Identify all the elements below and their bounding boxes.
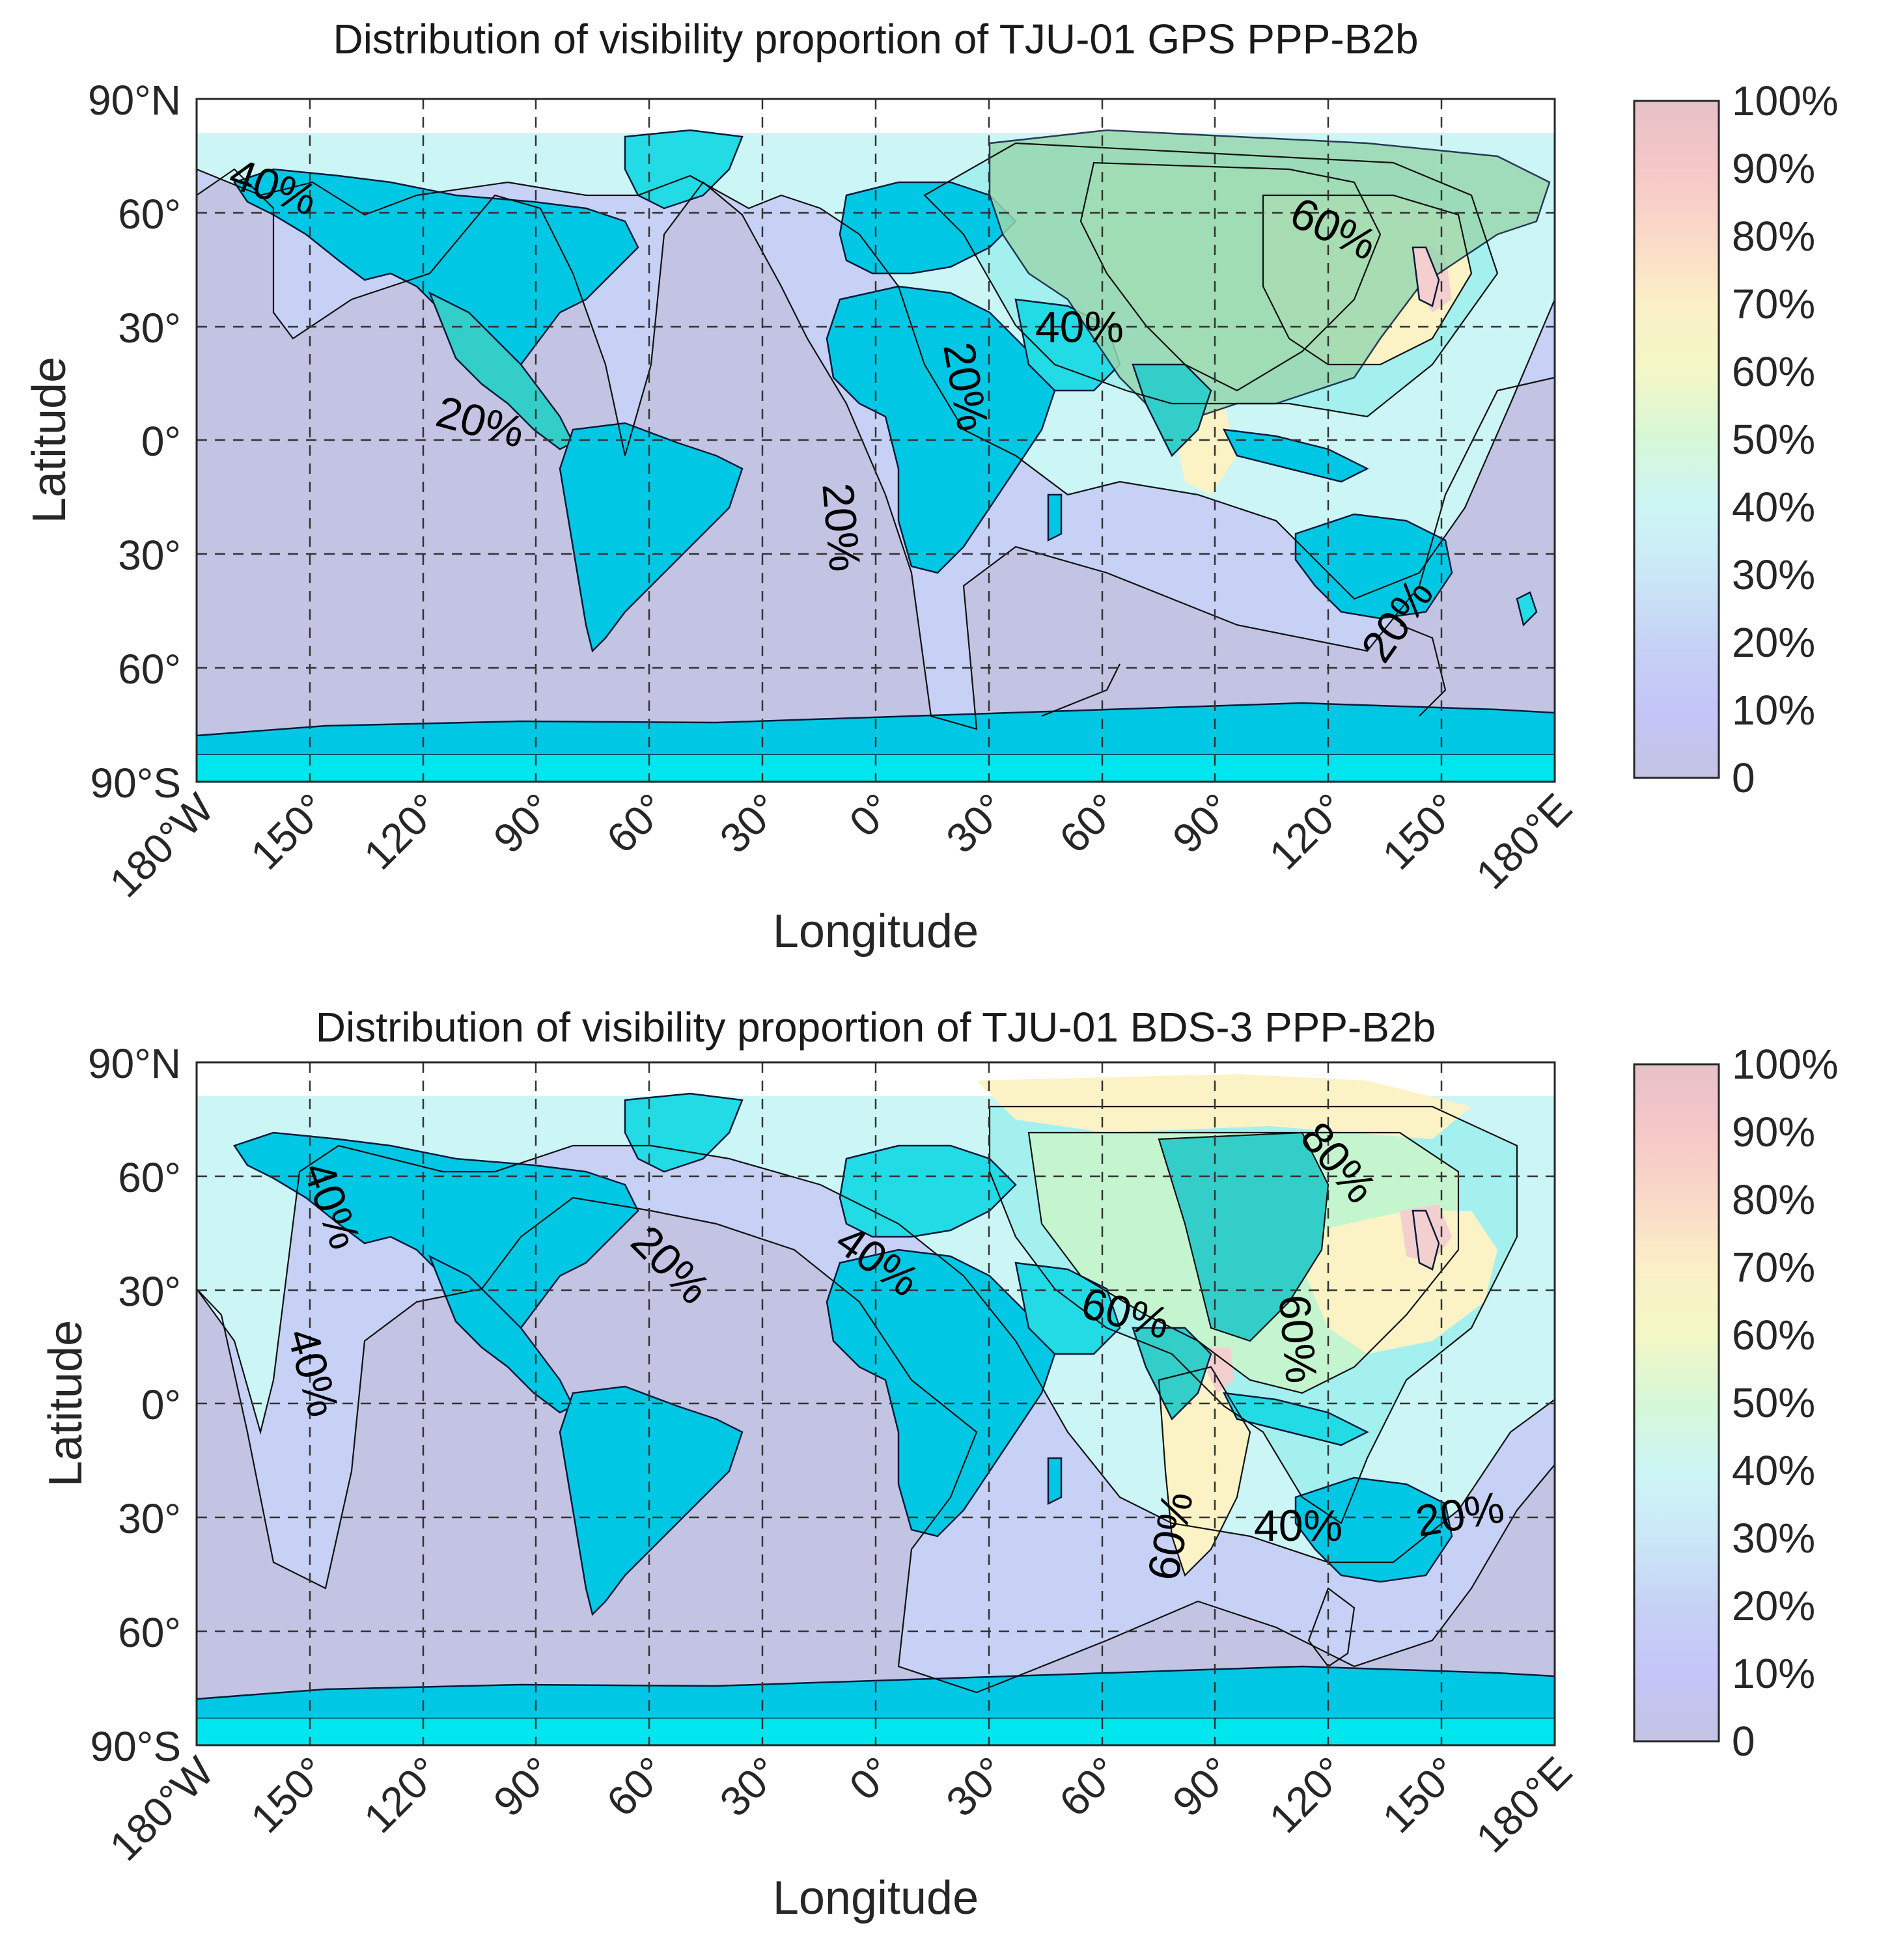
y-tick: 60° [118,1609,181,1656]
x-tick-labels: 180°W 150° 120° 90° 60° 30° 0° 30° 60° 90° 120° 150… [101,1748,1581,1870]
panel-title: Distribution of visibility proportion of… [333,16,1418,62]
x-tick: 60° [1050,1748,1128,1825]
colorbar-tick: 60% [1732,1312,1815,1359]
x-tick: 30° [711,1748,788,1825]
x-tick: 60° [598,1748,675,1825]
x-tick: 30° [937,784,1014,862]
x-tick: 30° [711,784,788,862]
colorbar-tick: 70% [1732,281,1815,327]
x-tick: 150° [1374,1748,1468,1842]
y-tick: 0° [141,1381,181,1428]
x-tick: 0° [841,784,902,846]
colorbar [1633,1063,1720,1743]
x-tick-labels: 180°W 150° 120° 90° 60° 30° 0° 30° 60° 90° 120° 150… [101,784,1581,907]
y-axis-label: Latitude [23,357,76,523]
x-tick: 120° [355,784,449,879]
colorbar-tick: 20% [1732,1582,1815,1629]
colorbar-tick: 40% [1732,484,1815,531]
colorbar-tick: 0 [1732,754,1755,801]
contour-lines [197,1105,1555,1694]
colorbar [1633,100,1720,779]
x-tick: 120° [355,1748,449,1842]
colorbar-tick-labels: 100% 90% 80% 70% 60% 50% 40% 30% 20% 10% 0 [1732,1041,1839,1765]
colorbar-tick: 60% [1732,348,1815,395]
x-axis-label: Longitude [773,1872,979,1924]
x-tick: 120° [1260,784,1355,879]
colorbar-tick: 100% [1732,1041,1839,1088]
y-tick: 30° [118,305,181,352]
colorbar-tick: 50% [1732,416,1815,463]
x-tick: 180°E [1467,1748,1581,1862]
x-tick: 90° [484,1748,562,1825]
y-tick: 90°N [88,1040,181,1087]
x-tick: 150° [242,784,336,879]
colorbar-tick: 80% [1732,1176,1815,1223]
graticule [197,1062,1555,1745]
colorbar-tick: 50% [1732,1379,1815,1426]
y-tick-labels: 90°N 60° 30° 0° 30° 60° 90°S [88,77,181,807]
map-area: 40% 60% 40% 20% 20% 20% 20% [197,99,1555,782]
x-tick: 30° [937,1748,1014,1825]
axes-frame [195,98,1556,783]
x-tick: 90° [484,784,562,862]
y-tick: 60° [118,191,181,238]
y-tick: 0° [141,418,181,465]
x-tick: 90° [1163,784,1241,862]
colorbar-tick: 30% [1732,1515,1815,1562]
x-tick: 150° [1374,784,1468,879]
axes-frame [195,1061,1556,1746]
colorbar-tick: 10% [1732,687,1815,734]
x-tick: 60° [1050,784,1128,862]
y-tick: 90°S [90,760,181,807]
y-tick-labels: 90°N 60° 30° 0° 30° 60° 90°S [88,1040,181,1770]
x-tick: 180°E [1467,784,1581,898]
y-tick: 90°N [88,77,181,124]
contour-label: 60% [1269,1293,1326,1385]
x-tick: 60° [598,784,675,862]
contour-label: 40% [1254,1501,1342,1551]
y-tick: 90°S [90,1723,181,1770]
graticule [197,99,1555,782]
x-axis-label: Longitude [773,905,979,958]
colorbar-tick-labels: 100% 90% 80% 70% 60% 50% 40% 30% 20% 10% 0 [1732,77,1839,801]
colorbar-tick: 90% [1732,145,1815,192]
contour-label: 20% [813,481,870,573]
panel-gps: Distribution of visibility proportion of… [23,16,1839,958]
y-tick: 30° [118,1268,181,1315]
colorbar-tick: 100% [1732,77,1839,124]
y-tick: 30° [118,1495,181,1542]
colorbar-tick: 20% [1732,619,1815,666]
y-axis-label: Latitude [40,1320,92,1487]
panel-bds3: Distribution of visibility proportion of… [40,1004,1839,1924]
contour-label: 40% [1035,302,1124,352]
colorbar-tick: 10% [1732,1650,1815,1697]
colorbar-tick: 70% [1732,1244,1815,1291]
y-tick: 60° [118,646,181,693]
colorbar-tick: 90% [1732,1109,1815,1155]
x-tick: 0° [841,1748,902,1809]
panel-title: Distribution of visibility proportion of… [316,1004,1436,1051]
x-tick: 120° [1260,1748,1355,1842]
colorbar-tick: 80% [1732,213,1815,260]
colorbar-tick: 0 [1732,1718,1755,1765]
colorbar-tick: 30% [1732,551,1815,598]
map-area: 40% 40% 20% 40% 80% 60% 60% 60% 40% 20% [197,1062,1555,1745]
x-tick: 150° [242,1748,336,1842]
x-tick: 90° [1163,1748,1241,1825]
colorbar-tick: 40% [1732,1447,1815,1494]
y-tick: 60° [118,1154,181,1201]
y-tick: 30° [118,532,181,579]
contour-fill-60-70 [1289,1211,1497,1354]
